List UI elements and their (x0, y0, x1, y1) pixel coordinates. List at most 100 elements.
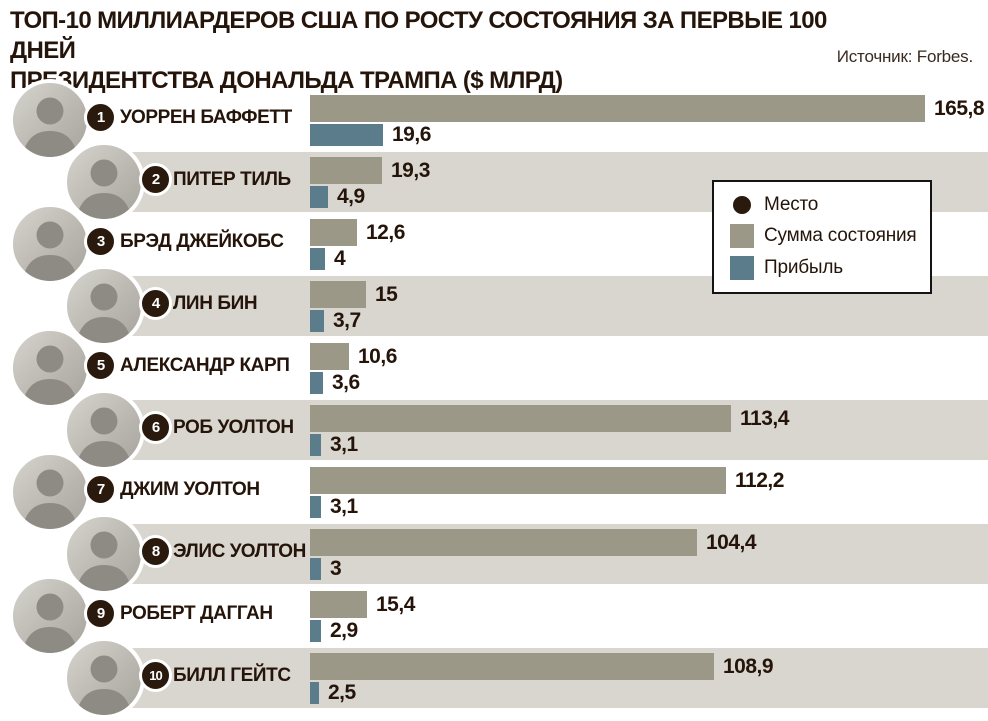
table-row: 10 БИЛЛ ГЕЙТС 108,9 2,5 (0, 637, 988, 719)
wealth-value: 113,4 (740, 406, 789, 430)
wealth-bar (310, 219, 357, 246)
person-silhouette-icon (76, 407, 132, 467)
gain-swatch-icon (730, 256, 754, 280)
person-silhouette-icon (22, 221, 78, 281)
wealth-swatch-icon (730, 224, 754, 248)
gain-bar (310, 372, 323, 394)
rank-marker-icon (733, 196, 751, 214)
legend-item-rank: Место (730, 194, 930, 216)
wealth-value: 12,6 (366, 220, 405, 244)
billionaire-name: РОБЕРТ ДАГГАН (120, 603, 273, 624)
person-silhouette-icon (22, 593, 78, 653)
source-credit: Источник: Forbes. (836, 47, 973, 66)
wealth-bar (310, 529, 697, 556)
table-row: 7 ДЖИМ УОЛТОН 112,2 3,1 (0, 451, 988, 533)
wealth-bar (310, 653, 714, 680)
wealth-bar (310, 405, 731, 432)
legend-item-gain: Прибыль (730, 256, 930, 280)
wealth-bar (310, 467, 726, 494)
wealth-bar (310, 157, 382, 184)
person-silhouette-icon (22, 97, 78, 157)
avatar (9, 79, 91, 161)
title-line-2: ПРЕЗИДЕНТСТВА ДОНАЛЬДА ТРАМПА ($ МЛРД) (10, 67, 563, 94)
person-silhouette-icon (76, 531, 132, 591)
gain-value: 2,9 (330, 619, 358, 642)
legend: Место Сумма состояния Прибыль (712, 180, 932, 294)
avatar (63, 513, 145, 595)
legend-item-wealth: Сумма состояния (730, 224, 930, 248)
wealth-value: 112,2 (735, 468, 784, 492)
billionaire-name: ЛИН БИН (173, 293, 258, 314)
rank-badge: 8 (139, 535, 172, 568)
gain-bar (310, 248, 325, 270)
wealth-value: 15,4 (376, 592, 415, 616)
gain-bar (310, 558, 321, 580)
billionaire-name: ПИТЕР ТИЛЬ (173, 169, 291, 190)
wealth-value: 10,6 (358, 344, 397, 368)
table-row: 8 ЭЛИС УОЛТОН 104,4 3 (0, 513, 988, 595)
title-line-1: ТОП-10 МИЛЛИАРДЕРОВ США ПО РОСТУ СОСТОЯН… (10, 7, 827, 64)
wealth-bar (310, 281, 366, 308)
gain-value: 19,6 (392, 123, 431, 146)
avatar (63, 389, 145, 471)
avatar (9, 327, 91, 409)
billionaire-name: УОРРЕН БАФФЕТТ (120, 107, 292, 128)
gain-value: 3,1 (330, 495, 358, 518)
gain-value: 3 (330, 557, 342, 580)
legend-label: Место (764, 194, 819, 215)
avatar (9, 451, 91, 533)
legend-label: Прибыль (764, 257, 843, 278)
rank-badge: 3 (84, 225, 117, 258)
billionaire-name: АЛЕКСАНДР КАРП (120, 355, 290, 376)
wealth-bar (310, 591, 367, 618)
avatar (63, 141, 145, 223)
gain-value: 3,6 (332, 371, 360, 394)
rank-badge: 9 (84, 597, 117, 630)
gain-bar (310, 496, 321, 518)
person-silhouette-icon (76, 159, 132, 219)
rank-badge: 7 (84, 473, 117, 506)
rank-badge: 6 (139, 411, 172, 444)
gain-bar (310, 124, 383, 146)
billionaire-name: РОБ УОЛТОН (173, 417, 294, 438)
wealth-value: 104,4 (706, 530, 757, 554)
gain-value: 3,7 (333, 309, 361, 332)
gain-bar (310, 434, 321, 456)
gain-value: 2,5 (328, 681, 356, 704)
wealth-bar (310, 95, 925, 122)
rank-badge: 4 (139, 287, 172, 320)
gain-bar (310, 186, 328, 208)
rank-badge: 1 (84, 101, 117, 134)
person-silhouette-icon (76, 655, 132, 715)
person-silhouette-icon (22, 345, 78, 405)
gain-bar (310, 620, 321, 642)
gain-bar (310, 682, 319, 704)
gain-value: 3,1 (330, 433, 358, 456)
table-row: 6 РОБ УОЛТОН 113,4 3,1 (0, 389, 988, 471)
billionaire-name: ЭЛИС УОЛТОН (173, 541, 306, 562)
gain-bar (310, 310, 324, 332)
avatar (9, 575, 91, 657)
legend-label: Сумма состояния (764, 225, 917, 246)
wealth-value: 165,8 (934, 96, 985, 120)
wealth-value: 19,3 (391, 158, 430, 182)
table-row: 5 АЛЕКСАНДР КАРП 10,6 3,6 (0, 327, 988, 409)
rank-badge: 10 (139, 659, 172, 692)
gain-value: 4,9 (337, 185, 365, 208)
billionaire-name: БИЛЛ ГЕЙТС (173, 665, 291, 686)
gain-value: 4 (334, 247, 346, 270)
wealth-value: 15 (375, 282, 398, 306)
billionaire-name: БРЭД ДЖЕЙКОБС (120, 231, 284, 252)
table-row: 1 УОРРЕН БАФФЕТТ 165,8 19,6 (0, 79, 988, 161)
person-silhouette-icon (22, 469, 78, 529)
billionaire-name: ДЖИМ УОЛТОН (120, 479, 260, 500)
avatar (63, 265, 145, 347)
rank-badge: 5 (84, 349, 117, 382)
table-row: 3 БРЭД ДЖЕЙКОБС 12,6 4 (0, 203, 988, 285)
page-title: ТОП-10 МИЛЛИАРДЕРОВ США ПО РОСТУ СОСТОЯН… (10, 6, 830, 96)
table-row: 9 РОБЕРТ ДАГГАН 15,4 2,9 (0, 575, 988, 657)
wealth-value: 108,9 (723, 654, 774, 678)
person-silhouette-icon (76, 283, 132, 343)
wealth-bar (310, 343, 349, 370)
